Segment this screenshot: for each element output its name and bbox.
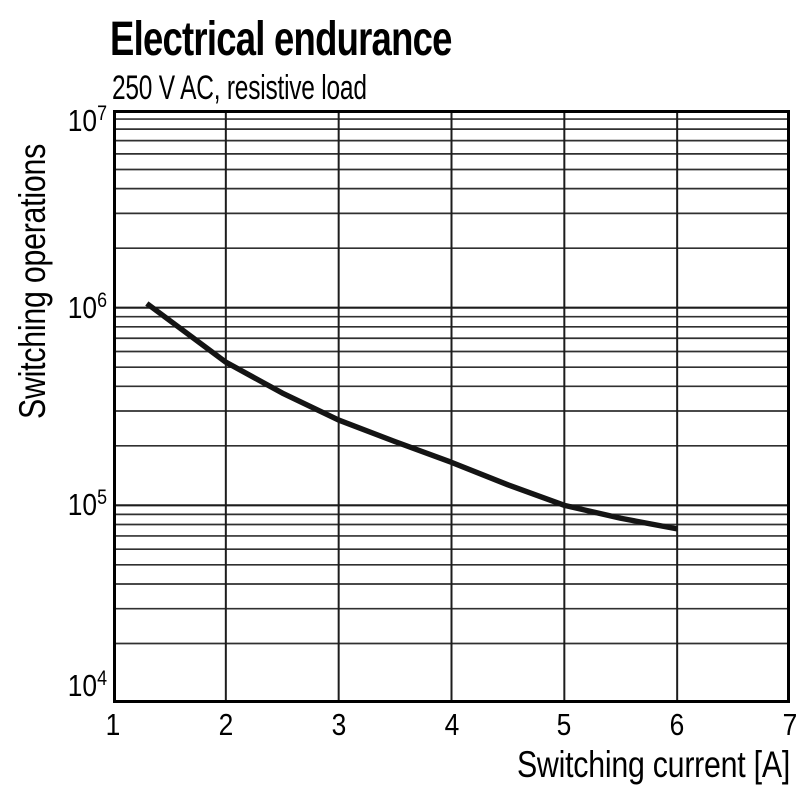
y-tick-label: 106 xyxy=(42,288,107,325)
y-tick-base: 10 xyxy=(67,289,98,325)
y-tick-label: 105 xyxy=(42,486,107,523)
x-tick-label: 6 xyxy=(669,707,685,742)
x-axis-title: Switching current [A] xyxy=(516,744,790,785)
x-tick-label: 7 xyxy=(782,707,798,742)
chart-title: Electrical endurance xyxy=(110,13,452,66)
y-tick-exponent: 7 xyxy=(97,102,107,125)
y-tick-label: 107 xyxy=(42,102,107,138)
electrical-endurance-curve xyxy=(145,301,678,532)
y-tick-base: 10 xyxy=(67,487,98,523)
x-tick-label: 4 xyxy=(444,707,459,742)
x-tick-label: 1 xyxy=(105,707,121,742)
plot-area xyxy=(113,110,790,703)
y-axis-title: Switching operations xyxy=(12,143,53,419)
y-tick-label: 104 xyxy=(42,667,107,703)
y-tick-exponent: 6 xyxy=(97,288,107,312)
plot-border xyxy=(113,110,790,703)
y-tick-exponent: 5 xyxy=(97,486,107,510)
x-tick-label: 5 xyxy=(556,707,572,742)
y-tick-base: 10 xyxy=(67,668,98,703)
y-tick-exponent: 4 xyxy=(97,667,107,690)
chart-subtitle: 250 V AC, resistive load xyxy=(112,69,367,107)
x-tick-label: 3 xyxy=(331,707,346,742)
x-tick-label: 2 xyxy=(218,707,234,742)
y-tick-base: 10 xyxy=(67,103,98,138)
